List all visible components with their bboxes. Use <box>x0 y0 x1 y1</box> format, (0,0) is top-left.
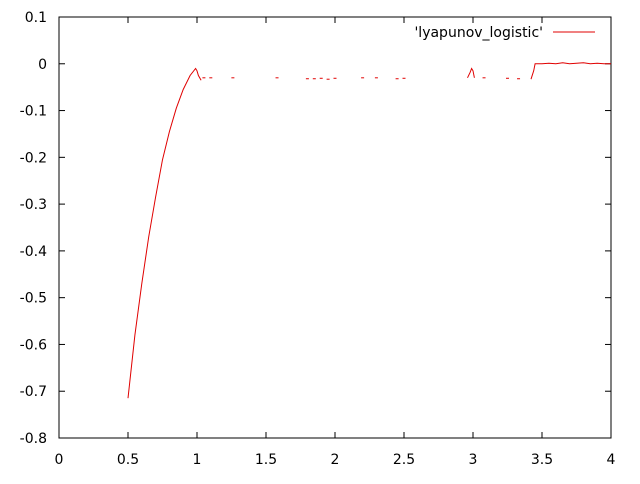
y-tick-label: -0.4 <box>20 244 47 260</box>
legend: 'lyapunov_logistic' <box>414 25 595 41</box>
y-tick-label: -0.5 <box>20 291 47 307</box>
x-tick-label: 3 <box>469 452 478 468</box>
x-tick-label: 0 <box>55 452 64 468</box>
legend-label: 'lyapunov_logistic' <box>414 25 543 41</box>
series-line-2 <box>530 62 611 80</box>
y-tick-label: -0.1 <box>20 104 47 120</box>
y-tick-label: -0.7 <box>20 384 47 400</box>
x-tick-label: 0.5 <box>117 452 139 468</box>
plot-frame <box>58 16 612 439</box>
tick-layer: 0 0.5 1 1.5 2 2.5 3 3.5 4 0.1 0 -0.1 -0.2 -0.3 -0.4 -0.… <box>20 10 616 468</box>
y-tick-label: -0.8 <box>20 431 47 447</box>
x-tick-label: 2.5 <box>393 452 415 468</box>
series-line-0 <box>127 67 202 399</box>
y-tick-label: 0 <box>38 57 47 73</box>
y-tick-label: -0.6 <box>20 337 47 353</box>
x-tick-label: 3.5 <box>531 452 553 468</box>
series-line-1 <box>467 67 475 79</box>
x-tick-label: 1.5 <box>255 452 277 468</box>
x-tick-label: 1 <box>193 452 202 468</box>
y-tick-label: -0.2 <box>20 150 47 166</box>
y-tick-label: -0.3 <box>20 197 47 213</box>
series-layer <box>127 62 611 399</box>
x-tick-label: 2 <box>331 452 340 468</box>
y-tick-label: 0.1 <box>25 10 47 26</box>
x-tick-label: 4 <box>607 452 616 468</box>
